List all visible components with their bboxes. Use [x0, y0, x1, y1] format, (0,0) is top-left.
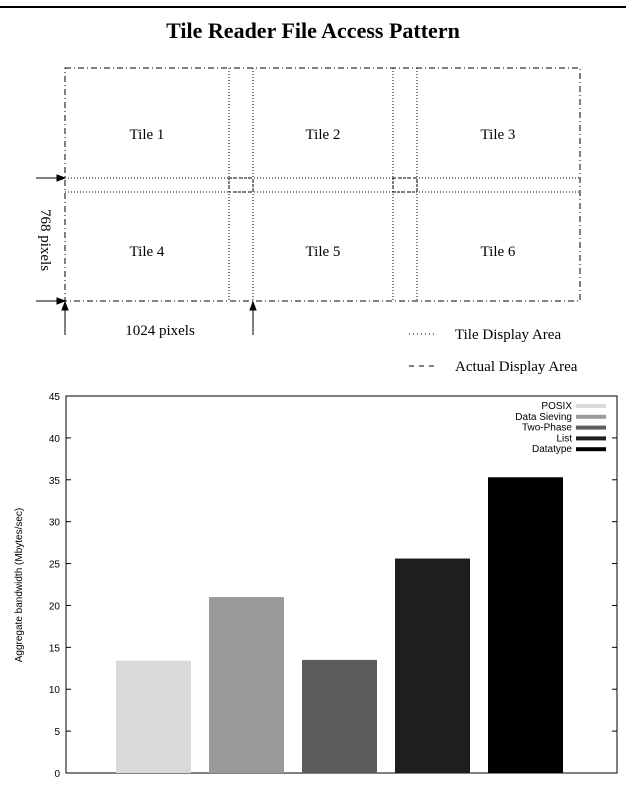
legend-label: List [556, 433, 572, 444]
bars [116, 477, 563, 773]
y-tick-label: 40 [49, 434, 61, 445]
y-tick-label: 15 [49, 643, 61, 654]
tile-label-2: Tile 2 [306, 127, 341, 143]
top-rule [0, 6, 626, 8]
height-label: 768 pixels [37, 209, 53, 271]
height-arrowhead-top [56, 174, 67, 182]
y-axis-label: Aggregate bandwidth (Mbytes/sec) [14, 508, 25, 663]
y-tick-label: 35 [49, 476, 61, 487]
legend-label: Datatype [532, 444, 572, 455]
y-tick-label: 20 [49, 601, 61, 612]
legend-label: POSIX [541, 401, 572, 412]
height-arrowhead-bottom [56, 297, 67, 305]
tile-label-4: Tile 4 [130, 244, 165, 260]
tile-label-6: Tile 6 [481, 244, 516, 260]
tile-label-5: Tile 5 [306, 244, 341, 260]
tile-label-1: Tile 1 [130, 127, 165, 143]
legend-tile-display: Tile Display Area [455, 327, 561, 343]
actual-display-outline [64, 67, 581, 302]
legend-label: Data Sieving [515, 412, 572, 423]
y-tick-label: 5 [54, 727, 60, 738]
overlap-square-2 [392, 177, 418, 193]
width-arrowhead-left [61, 300, 69, 311]
tile-display-lines [65, 68, 580, 301]
y-tick-label: 30 [49, 518, 61, 529]
bar-list [395, 558, 470, 773]
width-arrowhead-right [249, 300, 257, 311]
legend-swatch [576, 414, 606, 419]
bar-two-phase [302, 659, 377, 773]
bar-data-sieving [209, 597, 284, 773]
y-tick-label: 45 [49, 392, 61, 403]
y-tick-label: 10 [49, 685, 61, 696]
bar-posix [116, 660, 191, 773]
width-label: 1024 pixels [125, 323, 195, 339]
overlap-square-1 [228, 177, 254, 193]
y-tick-label: 0 [54, 769, 60, 780]
legend-swatch [576, 447, 606, 452]
tile-label-3: Tile 3 [481, 127, 516, 143]
figure-title: Tile Reader File Access Pattern [166, 18, 460, 43]
y-tick-label: 25 [49, 560, 61, 571]
bar-datatype [488, 477, 563, 773]
legend-label: Two-Phase [522, 423, 572, 434]
legend-swatch [576, 436, 606, 441]
legend-swatch [576, 425, 606, 430]
legend-actual-display: Actual Display Area [455, 359, 578, 375]
legend-swatch [576, 404, 606, 408]
y-axis: 0 5 10 15 20 25 30 35 40 45 [49, 392, 617, 780]
